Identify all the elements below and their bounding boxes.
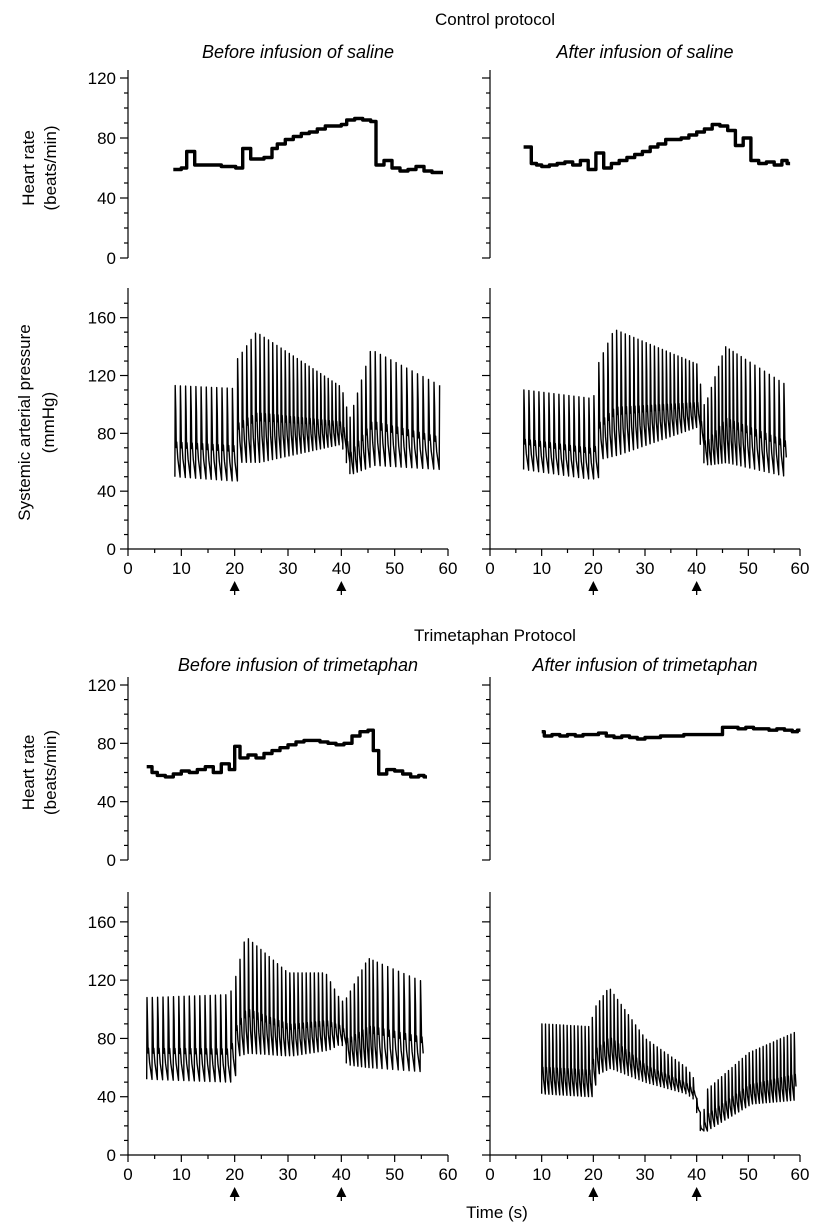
panel-7-arrow-marker [336, 1187, 347, 1197]
panel-3-y-axis-label: (mmHg) [39, 392, 58, 453]
panel-7-y-tick-label: 40 [97, 1088, 116, 1107]
panel-1-title: Before infusion of saline [202, 42, 394, 62]
control-protocol-heading: Control protocol [435, 10, 555, 29]
panel-8-x-tick-label: 20 [584, 1165, 603, 1184]
panel-5-title: Before infusion of trimetaphan [178, 655, 418, 675]
panel-8-pressure-trace [541, 988, 797, 1132]
panel-7-x-tick-label: 50 [385, 1165, 404, 1184]
panel-1-y-axis-label: Heart rate [19, 130, 38, 206]
panel-4-x-tick-label: 10 [532, 559, 551, 578]
panel-3-x-tick-label: 60 [439, 559, 458, 578]
panel-5-y-tick-label: 120 [88, 676, 116, 695]
panel-3-x-tick-label: 30 [279, 559, 298, 578]
panel-3-y-tick-label: 80 [97, 424, 116, 443]
panel-4: 0 10 20 30 40 50 60 [482, 288, 809, 595]
panel-1-y-axis-label: (beats/min) [41, 125, 60, 210]
panel-4-arrow-marker [691, 581, 702, 591]
panel-3-y-tick-label: 40 [97, 482, 116, 501]
panel-7-x-tick-label: 60 [439, 1165, 458, 1184]
panel-6-title: After infusion of trimetaphan [531, 655, 757, 675]
panel-8-x-tick-label: 40 [687, 1165, 706, 1184]
panel-2-title: After infusion of saline [555, 42, 733, 62]
panel-5-y-axis-label: Heart rate [19, 735, 38, 811]
panel-6: After infusion of trimetaphan [482, 655, 801, 861]
panel-3-y-tick-label: 0 [107, 540, 116, 559]
panels: Before infusion of saline 0 40 80 120 Heart r… [15, 42, 809, 1201]
panel-3-y-tick-label: 160 [88, 309, 116, 328]
panel-3-x-tick-label: 10 [172, 559, 191, 578]
panel-7-pressure-trace [146, 938, 424, 1083]
panel-7-arrow-marker [229, 1187, 240, 1197]
panel-5: Before infusion of trimetaphan 0 40 80 120 He… [19, 655, 427, 870]
panel-5-y-tick-label: 40 [97, 793, 116, 812]
panel-1-y-tick-label: 0 [107, 249, 116, 268]
panel-4-x-tick-label: 20 [584, 559, 603, 578]
panel-3-arrow-marker [336, 581, 347, 591]
panel-1-heart-rate-trace [173, 116, 443, 175]
panel-3-x-tick-label: 50 [385, 559, 404, 578]
panel-7-y-tick-label: 0 [107, 1146, 116, 1165]
panel-7-x-tick-label: 10 [172, 1165, 191, 1184]
panel-1-y-tick-label: 40 [97, 189, 116, 208]
panel-5-y-tick-label: 0 [107, 851, 116, 870]
panel-4-pressure-trace [522, 329, 787, 480]
panel-7-y-tick-label: 80 [97, 1029, 116, 1048]
panel-1: Before infusion of saline 0 40 80 120 Heart r… [19, 42, 443, 268]
panel-8-arrow-marker [691, 1187, 702, 1197]
panel-7-x-tick-label: 0 [123, 1165, 132, 1184]
panel-8-x-tick-label: 30 [636, 1165, 655, 1184]
trimetaphan-protocol-heading: Trimetaphan Protocol [414, 626, 576, 645]
panel-7-y-tick-label: 160 [88, 913, 116, 932]
panel-3-x-tick-label: 0 [123, 559, 132, 578]
panel-3-x-tick-label: 20 [225, 559, 244, 578]
panel-4-x-tick-label: 50 [739, 559, 758, 578]
x-axis-label-time: Time (s) [466, 1203, 528, 1222]
panel-5-y-tick-label: 80 [97, 734, 116, 753]
panel-3-arrow-marker [229, 581, 240, 591]
panel-2-heart-rate-trace [523, 122, 791, 172]
panel-8-x-tick-label: 50 [739, 1165, 758, 1184]
panel-8-arrow-marker [588, 1187, 599, 1197]
panel-4-x-tick-label: 40 [687, 559, 706, 578]
panel-3-x-tick-label: 40 [332, 559, 351, 578]
panel-3-y-tick-label: 120 [88, 367, 116, 386]
panel-3-y-axis-label: Systemic arterial pressure [15, 324, 34, 521]
panel-8-x-tick-label: 0 [485, 1165, 494, 1184]
panel-1-y-tick-label: 120 [88, 69, 116, 88]
panel-5-y-axis-label: (beats/min) [41, 730, 60, 815]
panel-6-heart-rate-trace [541, 725, 801, 741]
panel-7-y-tick-label: 120 [88, 971, 116, 990]
panel-7-x-tick-label: 20 [225, 1165, 244, 1184]
panel-8-x-tick-label: 10 [532, 1165, 551, 1184]
panel-4-x-tick-label: 60 [791, 559, 810, 578]
panel-8-x-tick-label: 60 [791, 1165, 810, 1184]
panel-4-x-tick-label: 30 [636, 559, 655, 578]
panel-7-x-tick-label: 30 [279, 1165, 298, 1184]
panel-2: After infusion of saline [482, 42, 791, 259]
panel-5-heart-rate-trace [146, 728, 427, 779]
panel-3: 0 40 80 120 160 Systemic arterial pressure (mm… [15, 288, 457, 595]
panel-7: 0 40 80 120 160 0 10 20 30 40 50 60 [88, 892, 458, 1201]
panel-4-x-tick-label: 0 [485, 559, 494, 578]
panel-4-arrow-marker [588, 581, 599, 591]
panel-1-y-tick-label: 80 [97, 129, 116, 148]
panel-3-pressure-trace [174, 332, 441, 482]
panel-7-x-tick-label: 40 [332, 1165, 351, 1184]
panel-8: 0 10 20 30 40 50 60 [482, 892, 809, 1201]
